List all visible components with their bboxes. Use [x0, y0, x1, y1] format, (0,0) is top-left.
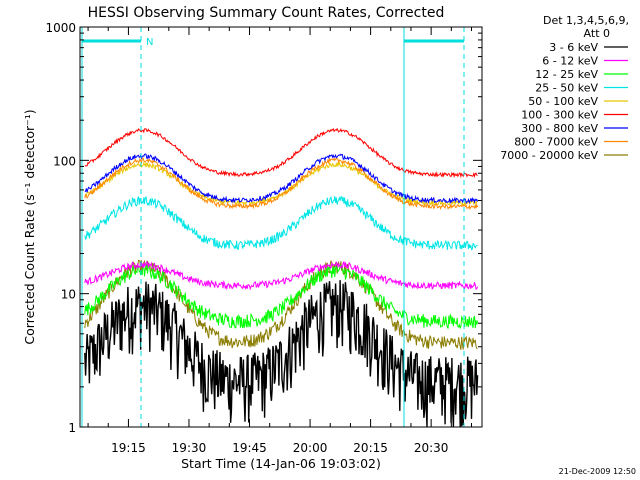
legend-label-5: 100 - 300 keV — [521, 109, 598, 122]
legend-label-8: 7000 - 20000 keV — [500, 149, 598, 162]
legend-label-1: 6 - 12 keV — [542, 55, 598, 68]
x-axis: 19:15 19:30 19:45 20:00 20:15 20:30 — [87, 27, 473, 455]
series-line-5 — [84, 127, 478, 179]
plot-area: N — [79, 26, 483, 428]
y-tick-label-0: 1 — [68, 421, 76, 435]
x-tick-label-0: 19:15 — [111, 441, 146, 455]
x-tick-label-5: 20:30 — [414, 441, 449, 455]
legend-label-0: 3 - 6 keV — [549, 41, 598, 54]
y-tick-label-1: 10 — [61, 288, 76, 302]
legend-label-3: 25 - 50 keV — [535, 82, 598, 95]
y-tick-label-2: 100 — [53, 154, 76, 168]
series-group — [84, 127, 479, 427]
legend-header-attenuator: Att 0 — [584, 27, 610, 40]
plot-frame — [79, 26, 483, 428]
x-axis-label: Start Time (14-Jan-06 19:03:02) — [181, 456, 381, 471]
series-line-1 — [84, 260, 479, 291]
series-line-2 — [84, 263, 479, 330]
y-tick-label-3: 1000 — [45, 21, 76, 35]
legend-label-7: 800 - 7000 keV — [514, 136, 598, 149]
series-line-6 — [84, 153, 479, 205]
x-tick-label-3: 20:00 — [293, 441, 328, 455]
chart-title: HESSI Observing Summary Count Rates, Cor… — [88, 5, 445, 21]
x-tick-label-4: 20:15 — [353, 441, 388, 455]
series-line-0 — [84, 280, 479, 427]
x-tick-label-2: 19:45 — [232, 441, 267, 455]
y-axis-label: Corrected Count Rate (s⁻¹ detector⁻¹) — [22, 109, 37, 344]
y-axis: 1 10 100 1000 — [45, 21, 482, 435]
legend-label-6: 300 - 800 keV — [521, 122, 598, 135]
saa-night-markers: N — [81, 27, 465, 427]
plot-timestamp: 21-Dec-2009 12:50 — [559, 467, 636, 476]
legend-header-detectors: Det 1,3,4,5,6,9, — [543, 14, 629, 27]
x-tick-label-1: 19:30 — [172, 441, 207, 455]
night-marker-label: N — [146, 37, 153, 48]
series-line-3 — [84, 196, 478, 251]
legend-label-2: 12 - 25 keV — [535, 68, 598, 81]
series-line-7 — [84, 157, 479, 211]
legend-label-4: 50 - 100 keV — [528, 95, 598, 108]
